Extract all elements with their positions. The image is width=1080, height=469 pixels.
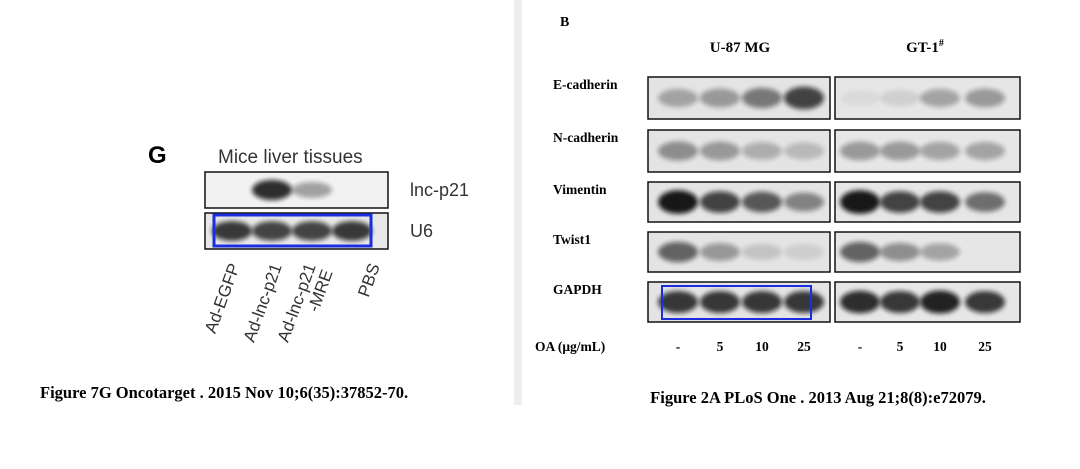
band [700, 243, 740, 261]
band [658, 241, 698, 263]
band [742, 290, 782, 314]
band [700, 191, 740, 213]
divider [514, 0, 522, 405]
band [700, 88, 740, 108]
blots [204, 76, 1021, 323]
band [658, 190, 698, 214]
band [920, 290, 960, 314]
row-label: GAPDH [553, 282, 602, 297]
dose: 25 [797, 339, 811, 354]
band [332, 221, 372, 241]
band [840, 241, 880, 263]
band [784, 142, 824, 160]
band [965, 88, 1005, 108]
band [292, 182, 332, 198]
row-label: lnc-p21 [410, 180, 469, 200]
band [742, 142, 782, 160]
dose: 5 [717, 339, 724, 354]
row-label: Twist1 [553, 232, 591, 247]
band [784, 290, 824, 314]
caption: Figure 7G Oncotarget . 2015 Nov 10;6(35)… [40, 383, 408, 402]
row-label: U6 [410, 221, 433, 241]
band [920, 191, 960, 213]
band [965, 290, 1005, 314]
group-sup: # [939, 38, 944, 49]
band [252, 179, 292, 201]
group-name: GT-1 [906, 40, 939, 56]
row-label: N-cadherin [553, 130, 619, 145]
band [880, 191, 920, 213]
highlight-box [212, 213, 373, 248]
band [920, 141, 960, 161]
band [742, 191, 782, 213]
band [742, 87, 782, 109]
band [880, 290, 920, 314]
band [880, 141, 920, 161]
band [840, 290, 880, 314]
panel-letter: G [148, 142, 167, 169]
band [658, 88, 698, 108]
dose: 10 [933, 339, 947, 354]
group-label: GT-1# [906, 38, 944, 56]
panel-title: Mice liver tissues [218, 147, 363, 168]
panel-letter: B [560, 15, 569, 30]
band [840, 190, 880, 214]
band [292, 221, 332, 241]
band [840, 141, 880, 161]
band [700, 290, 740, 314]
band [880, 242, 920, 262]
dose-label: OA (μg/mL) [535, 339, 605, 354]
band [658, 290, 698, 314]
band [212, 221, 252, 241]
band [920, 88, 960, 108]
band [784, 192, 824, 212]
band [965, 141, 1005, 161]
group-name: U-87 MG [710, 40, 771, 56]
dose: - [858, 339, 863, 354]
dose: - [676, 339, 681, 354]
band [784, 244, 824, 260]
band [700, 141, 740, 161]
band [784, 86, 824, 110]
group-label: U-87 MG [710, 40, 771, 56]
band [965, 192, 1005, 212]
band [880, 89, 920, 107]
band [742, 244, 782, 260]
highlight-box [661, 285, 812, 320]
dose: 25 [978, 339, 992, 354]
band [840, 90, 880, 106]
row-label: Vimentin [553, 182, 607, 197]
band [252, 221, 292, 241]
band [658, 141, 698, 161]
band [920, 243, 960, 261]
row-label: E-cadherin [553, 77, 618, 92]
dose: 10 [755, 339, 769, 354]
caption: Figure 2A PLoS One . 2013 Aug 21;8(8):e7… [650, 388, 986, 407]
dose: 5 [897, 339, 904, 354]
